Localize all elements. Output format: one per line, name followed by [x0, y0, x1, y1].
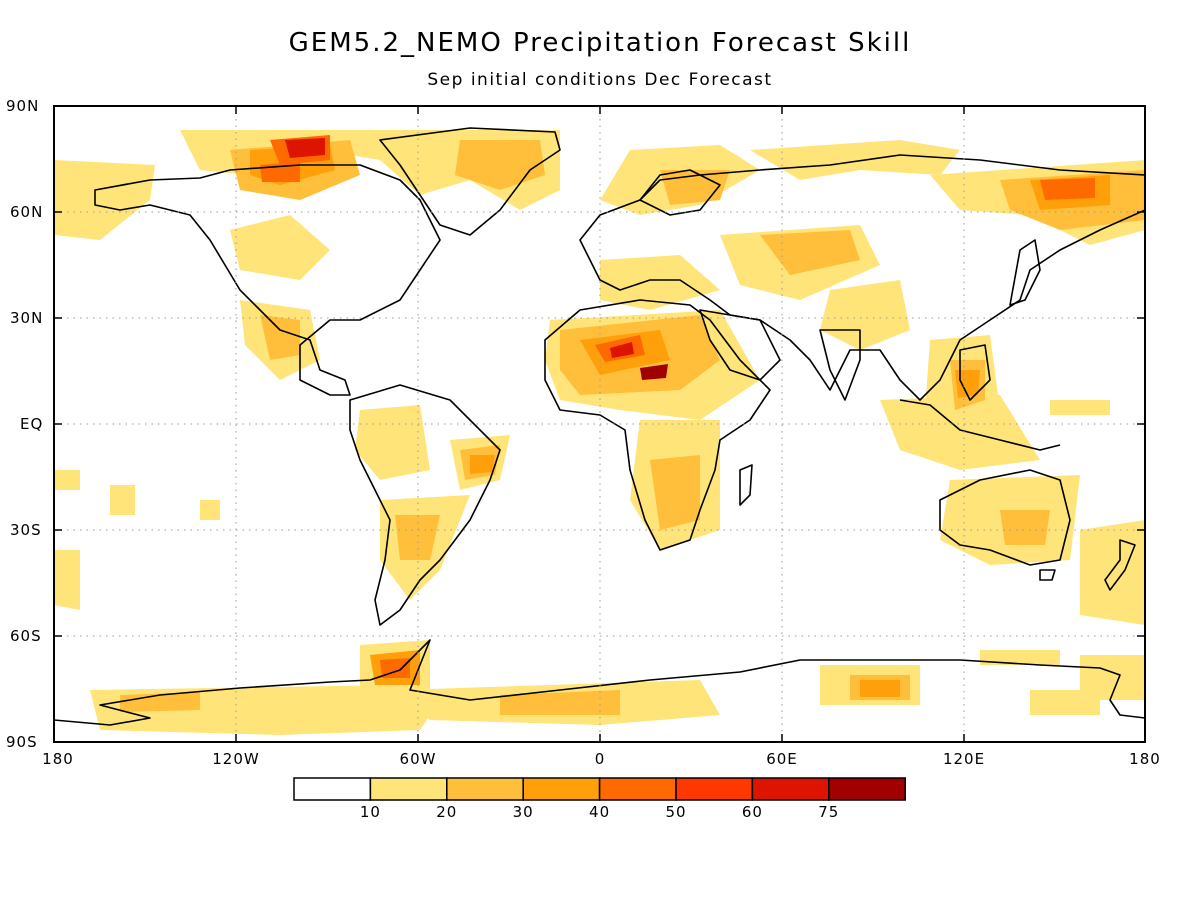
lon-label-60e: 60E [766, 750, 798, 768]
colorbar-box [522, 777, 601, 801]
colorbar-label: 20 [436, 803, 458, 821]
lon-label-0: 0 [594, 750, 606, 768]
page-subtitle: Sep initial conditions Dec Forecast [427, 70, 773, 90]
colorbar [293, 777, 906, 801]
colorbar-box [828, 777, 906, 801]
lon-label-60w: 60W [399, 750, 437, 768]
colorbar-label: 10 [359, 803, 381, 821]
colorbar-box [675, 777, 754, 801]
colorbar-label: 75 [818, 803, 840, 821]
skill-shading-60-75 [285, 138, 634, 358]
colorbar-box [293, 777, 372, 801]
colorbar-label: 50 [665, 803, 687, 821]
colorbar-label: 60 [741, 803, 763, 821]
colorbar-box [369, 777, 448, 801]
lat-label-eq: EQ [20, 415, 44, 433]
colorbar-box [446, 777, 524, 801]
colorbar-box [598, 777, 677, 801]
lat-label-90n: 90N [6, 97, 40, 115]
lon-label-180w: 180 [42, 750, 74, 768]
lat-label-60n: 60N [10, 203, 44, 221]
lon-label-180e: 180 [1129, 750, 1161, 768]
colorbar-label: 40 [589, 803, 611, 821]
lon-label-120w: 120W [212, 750, 260, 768]
lat-label-90s: 90S [6, 733, 38, 751]
lat-label-30n: 30N [10, 309, 44, 327]
skill-shading-75-plus [640, 364, 668, 380]
lat-label-30s: 30S [10, 521, 42, 539]
coastline-outline [54, 127, 1145, 726]
colorbar-box [751, 777, 830, 801]
page-title: GEM5.2_NEMO Precipitation Forecast Skill [288, 28, 912, 58]
lon-label-120e: 120E [942, 750, 986, 768]
colorbar-label: 30 [512, 803, 534, 821]
axis-ticks [54, 106, 1145, 742]
lat-label-60s: 60S [10, 627, 42, 645]
